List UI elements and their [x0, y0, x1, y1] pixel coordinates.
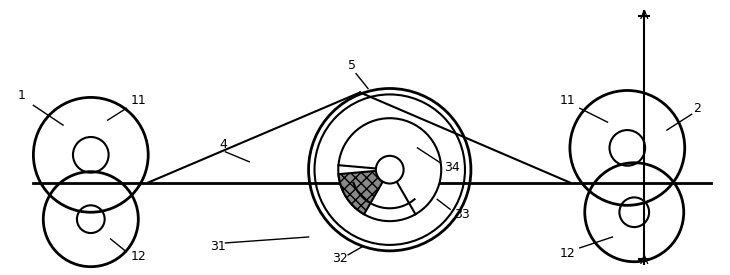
Text: 12: 12 [131, 250, 146, 263]
Text: A: A [640, 254, 648, 267]
Text: A: A [640, 9, 648, 22]
Text: 4: 4 [220, 138, 227, 152]
Text: 12: 12 [560, 247, 576, 260]
Text: 11: 11 [131, 94, 146, 107]
Text: 32: 32 [332, 252, 348, 265]
Wedge shape [339, 170, 390, 214]
Text: 11: 11 [560, 94, 576, 107]
Text: 34: 34 [444, 161, 460, 174]
Circle shape [338, 118, 441, 221]
Text: 2: 2 [693, 102, 701, 115]
Text: 31: 31 [210, 240, 226, 253]
Text: 1: 1 [18, 89, 26, 102]
Text: 5: 5 [348, 59, 356, 72]
Circle shape [376, 156, 404, 183]
Text: 33: 33 [454, 208, 470, 221]
